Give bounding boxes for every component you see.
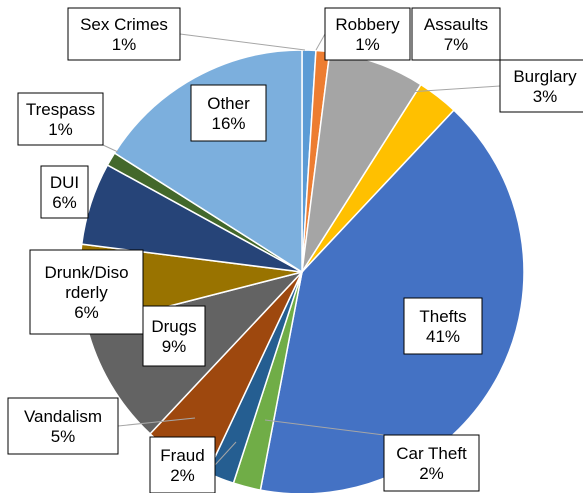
data-labels: Sex Crimes1%Robbery1%Assaults7%Burglary3… [7,7,583,493]
leader-line-vandalism [117,417,196,427]
data-label-box [142,305,206,367]
data-label-category: Vandalism [24,407,102,426]
data-label-category: Other [207,94,250,113]
data-label-percent: 6% [74,303,99,322]
data-label-category: Burglary [513,67,577,86]
data-label-percent: 5% [51,427,76,446]
data-label-category: rderly [65,283,108,302]
data-label-category: Thefts [419,307,466,326]
data-label-percent: 41% [426,327,460,346]
data-label-box [403,297,483,355]
leader-line-trespass [102,144,119,153]
data-label-category: Drugs [151,317,196,336]
data-label-category: Sex Crimes [80,15,168,34]
data-label-box [324,7,411,61]
data-label-box [7,397,119,455]
label-leader-lines [102,33,501,466]
data-label-category: Drunk/Diso [44,263,128,282]
data-label-percent: 7% [444,35,469,54]
data-label-percent: 6% [52,193,77,212]
data-label-percent: 1% [112,35,137,54]
data-label-category: Assaults [424,15,488,34]
data-label-percent: 3% [533,87,558,106]
data-label-percent: 2% [170,466,195,485]
leader-line-fraud [214,441,237,466]
data-label-category: Robbery [335,15,400,34]
data-label-percent: 1% [355,35,380,54]
data-label-box [190,84,267,142]
data-label-box [40,165,89,219]
data-label-box [149,436,216,493]
data-label-box [499,59,583,113]
pie-slices [79,49,525,493]
data-label-box [17,92,104,146]
slice-thefts [259,109,525,493]
data-label-percent: 2% [419,464,444,483]
data-label-percent: 16% [211,114,245,133]
leader-line-robbery [315,33,326,51]
data-label-box [411,7,501,61]
leader-line-burglary [407,85,501,93]
data-label-box [67,7,181,61]
leader-line-car-theft [264,419,385,436]
data-label-category: Fraud [160,446,204,465]
data-label-category: Trespass [26,100,95,119]
leader-line-sex-crimes [179,33,306,51]
data-label-percent: 1% [48,120,73,139]
data-label-category: DUI [50,173,79,192]
data-label-category: Car Theft [396,444,467,463]
data-label-box [383,434,480,492]
data-label-box [29,249,144,335]
data-label-percent: 9% [162,337,187,356]
